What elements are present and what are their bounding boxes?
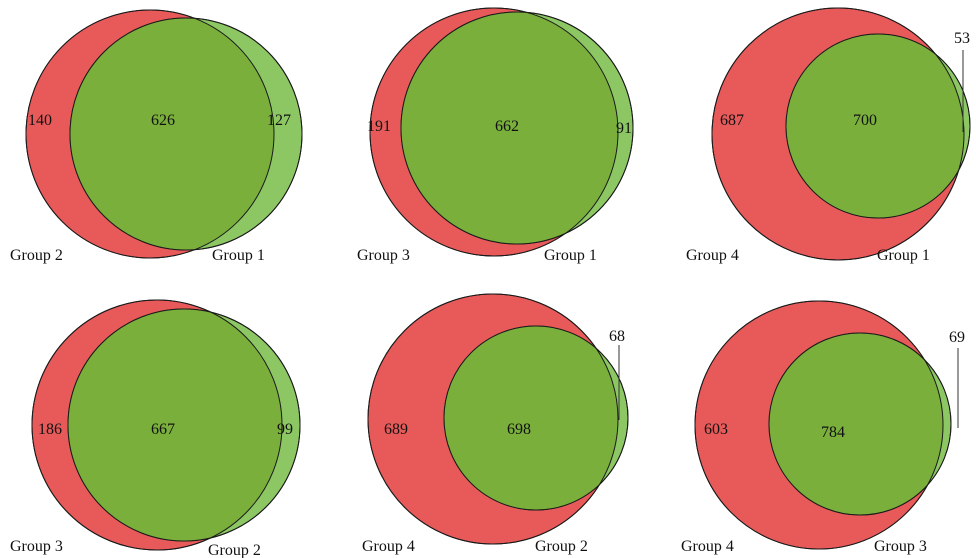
venn-group4-group3: 603 784 69 Group 4 Group 3 [681,300,965,555]
overlap-region [786,34,964,218]
left-only-count: 186 [38,421,62,438]
venn-group3-group2: 186 667 99 Group 3 Group 2 [10,299,301,558]
left-set-label: Group 4 [681,538,734,555]
right-set-label: Group 1 [544,247,597,264]
left-only-count: 689 [384,421,408,438]
right-set-label: Group 1 [877,247,930,264]
right-only-count: 69 [949,329,965,346]
left-set-label: Group 3 [10,538,63,555]
right-set-label: Group 3 [874,538,927,555]
right-set-label: Group 1 [212,247,265,264]
right-only-count: 53 [954,30,970,47]
venn-group4-group2: 689 698 68 Group 4 Group 2 [362,293,629,555]
venn-group2-group1: 140 626 127 Group 2 Group 1 [10,9,303,264]
left-set-label: Group 4 [686,247,739,264]
venn-group3-group1: 191 662 91 Group 3 Group 1 [357,7,634,264]
overlap-region [70,18,274,250]
right-only-count: 91 [616,120,632,137]
left-set-label: Group 2 [10,247,63,264]
left-only-count: 687 [720,112,744,129]
overlap-region [769,333,943,515]
left-only-count: 191 [367,118,391,135]
overlap-count: 698 [507,421,531,438]
venn-group4-group1: 687 700 53 Group 4 Group 1 [686,7,971,264]
left-set-label: Group 3 [357,247,410,264]
overlap-region [444,326,618,510]
right-only-count: 99 [277,421,293,438]
left-set-label: Group 4 [362,538,415,555]
overlap-count: 662 [495,118,519,135]
overlap-region [401,12,618,244]
right-set-label: Group 2 [208,542,261,558]
left-only-count: 140 [28,112,52,129]
right-only-count: 68 [609,328,625,345]
overlap-count: 700 [853,112,877,129]
right-only-count: 127 [267,112,291,129]
right-set-label: Group 2 [535,538,588,555]
left-only-count: 603 [704,421,728,438]
overlap-count: 784 [821,424,845,441]
overlap-count: 626 [151,112,175,129]
overlap-count: 667 [151,421,175,438]
overlap-region [68,309,282,541]
